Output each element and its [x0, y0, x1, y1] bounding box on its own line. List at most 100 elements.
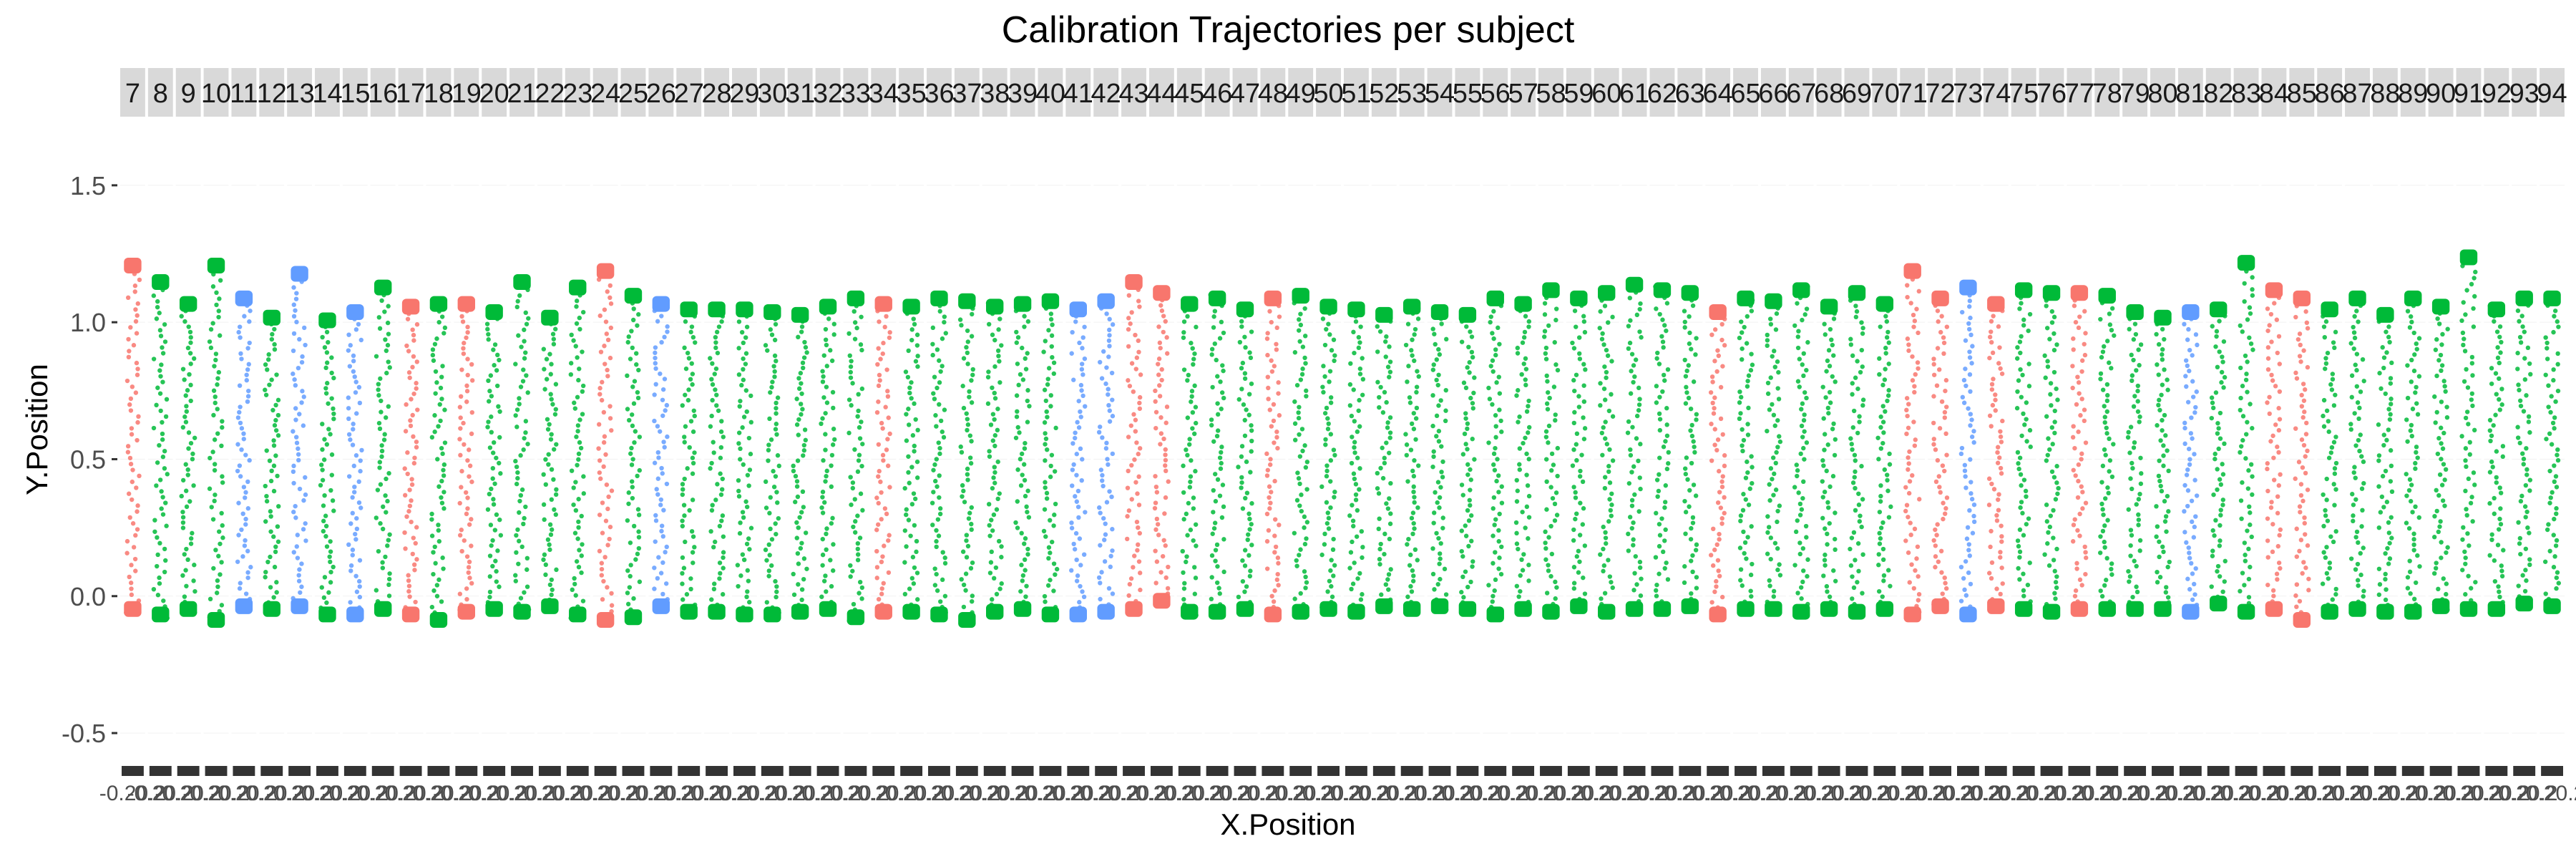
trajectory-point	[1880, 440, 1885, 446]
trajectory-point	[1526, 424, 1532, 430]
trajectory-point	[1025, 546, 1030, 552]
trajectory-point	[1629, 525, 1634, 531]
trajectory-point	[125, 295, 131, 301]
trajectory-end	[1987, 598, 2005, 614]
trajectory-point	[857, 591, 862, 596]
trajectory-point	[1377, 404, 1382, 410]
trajectory-point	[1712, 442, 1717, 447]
trajectory-point	[664, 481, 670, 487]
trajectory-point	[711, 545, 716, 550]
trajectory-point	[708, 466, 713, 471]
trajectory-point	[599, 573, 605, 578]
trajectory-point	[1904, 407, 1909, 413]
trajectory-point	[1519, 372, 1524, 377]
trajectory-point	[485, 424, 490, 430]
trajectory-point	[162, 546, 167, 552]
trajectory-point	[2023, 488, 2029, 494]
trajectory-point	[2018, 367, 2023, 372]
trajectory-point	[1660, 339, 1666, 344]
facet-strip	[704, 68, 729, 117]
trajectory-point	[1320, 316, 1326, 321]
facet-strip	[1928, 68, 1953, 117]
trajectory-point	[1914, 306, 1919, 311]
trajectory-point	[1553, 596, 1558, 601]
trajectory-point	[1156, 356, 1162, 361]
trajectory-point	[1436, 346, 1441, 352]
trajectory-point	[353, 537, 358, 542]
trajectory-point	[580, 542, 585, 547]
trajectory-point	[573, 508, 579, 513]
trajectory-point	[488, 373, 494, 378]
trajectory-point	[1327, 332, 1332, 337]
trajectory-point	[741, 340, 746, 346]
trajectory-point	[1126, 293, 1132, 298]
trajectory-point	[1181, 463, 1186, 468]
trajectory-point	[1187, 485, 1193, 490]
trajectory-point	[1878, 483, 1883, 488]
trajectory-point	[1497, 511, 1502, 517]
trajectory-point	[548, 372, 553, 377]
trajectory-point	[350, 547, 356, 553]
trajectory-point	[904, 438, 909, 443]
trajectory-point	[1382, 551, 1387, 557]
trajectory-point	[1744, 341, 1750, 346]
trajectory-point	[1765, 380, 1771, 386]
trajectory-point	[1126, 316, 1131, 321]
trajectory-point	[2045, 364, 2051, 369]
trajectory-point	[1553, 306, 1559, 311]
trajectory-point	[661, 440, 666, 445]
trajectory-point	[848, 364, 854, 369]
x-tick-bar	[1735, 766, 1757, 776]
trajectory-point	[353, 327, 359, 332]
trajectory-point	[1936, 559, 1941, 564]
trajectory-point	[1639, 335, 1644, 340]
facet-strip	[1956, 68, 1981, 117]
trajectory-point	[1465, 508, 1470, 513]
trajectory-point	[1135, 548, 1140, 553]
trajectory-point	[1242, 433, 1248, 438]
trajectory-end	[2042, 603, 2061, 620]
trajectory-point	[1796, 490, 1801, 495]
trajectory-point	[821, 353, 826, 358]
facet-strip-label: 77	[2064, 79, 2094, 109]
trajectory-point	[1709, 374, 1715, 379]
trajectory-point	[1136, 299, 1141, 304]
trajectory-point	[377, 465, 382, 470]
facet-strip-label: 7	[125, 79, 140, 109]
trajectory-point	[271, 534, 276, 539]
trajectory-point	[1657, 571, 1662, 576]
trajectory-point	[523, 419, 529, 424]
trajectory-point	[1742, 324, 1747, 330]
trajectory-point	[887, 431, 892, 437]
trajectory-point	[1576, 570, 1581, 575]
trajectory-point	[909, 502, 915, 507]
trajectory-point	[2053, 596, 2058, 601]
trajectory-point	[766, 568, 771, 573]
trajectory-point	[1626, 419, 1631, 424]
trajectory-point	[385, 543, 390, 548]
y-tick-label: 0.5	[70, 445, 106, 474]
trajectory-point	[655, 492, 660, 497]
trajectory-point	[1998, 550, 2003, 555]
trajectory-point	[1939, 570, 1944, 575]
x-tick-bar	[1540, 766, 1562, 776]
trajectory-point	[1129, 361, 1135, 366]
trajectory-point	[876, 442, 882, 447]
trajectory-point	[1638, 442, 1643, 447]
trajectory-point	[800, 365, 806, 371]
trajectory-point	[680, 487, 686, 492]
trajectory-point	[576, 457, 581, 462]
trajectory-point	[710, 503, 715, 508]
trajectory-point	[1637, 329, 1642, 334]
trajectory-point	[576, 564, 582, 570]
trajectory-point	[517, 498, 522, 504]
trajectory-point	[130, 467, 135, 472]
trajectory-point	[1249, 423, 1254, 428]
x-tick-bar	[2012, 766, 2035, 776]
trajectory-point	[999, 581, 1004, 586]
trajectory-point	[291, 463, 296, 469]
trajectory-point	[1298, 547, 1303, 552]
trajectory-point	[1297, 432, 1302, 437]
trajectory-point	[774, 359, 779, 364]
trajectory-point	[1942, 468, 1947, 474]
